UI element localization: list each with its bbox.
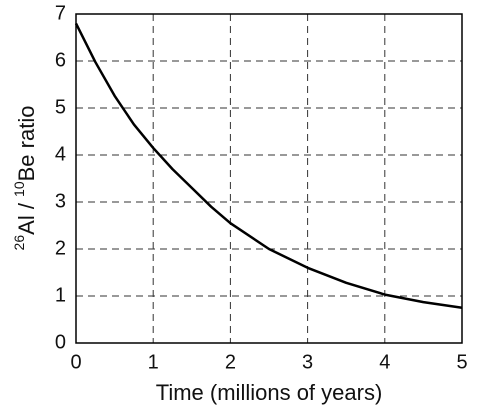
y-tick-label: 2 <box>55 237 66 259</box>
y-tick-label: 1 <box>55 284 66 306</box>
y-tick-label: 0 <box>55 331 66 353</box>
x-tick-label: 5 <box>456 351 467 373</box>
x-tick-label: 3 <box>302 351 313 373</box>
x-tick-label: 2 <box>225 351 236 373</box>
y-tick-label: 5 <box>55 96 66 118</box>
y-tick-label: 3 <box>55 190 66 212</box>
y-axis-label-part: Be ratio <box>14 106 39 182</box>
x-tick-label: 1 <box>148 351 159 373</box>
y-tick-label: 6 <box>55 49 66 71</box>
x-tick-label: 0 <box>70 351 81 373</box>
data-line <box>74 22 463 309</box>
plot-frame <box>75 13 463 344</box>
x-tick-label: 4 <box>379 351 390 373</box>
y-axis-label-part: Al / <box>14 197 39 235</box>
x-axis-label: Time (millions of years) <box>156 380 383 405</box>
y-tick-label: 4 <box>55 143 66 165</box>
y-tick-label: 7 <box>55 2 66 24</box>
y-axis-label-part: 10 <box>11 181 27 197</box>
y-axis-label: 26Al / 10Be ratio <box>11 106 39 251</box>
y-axis-label-part: 26 <box>11 235 27 251</box>
